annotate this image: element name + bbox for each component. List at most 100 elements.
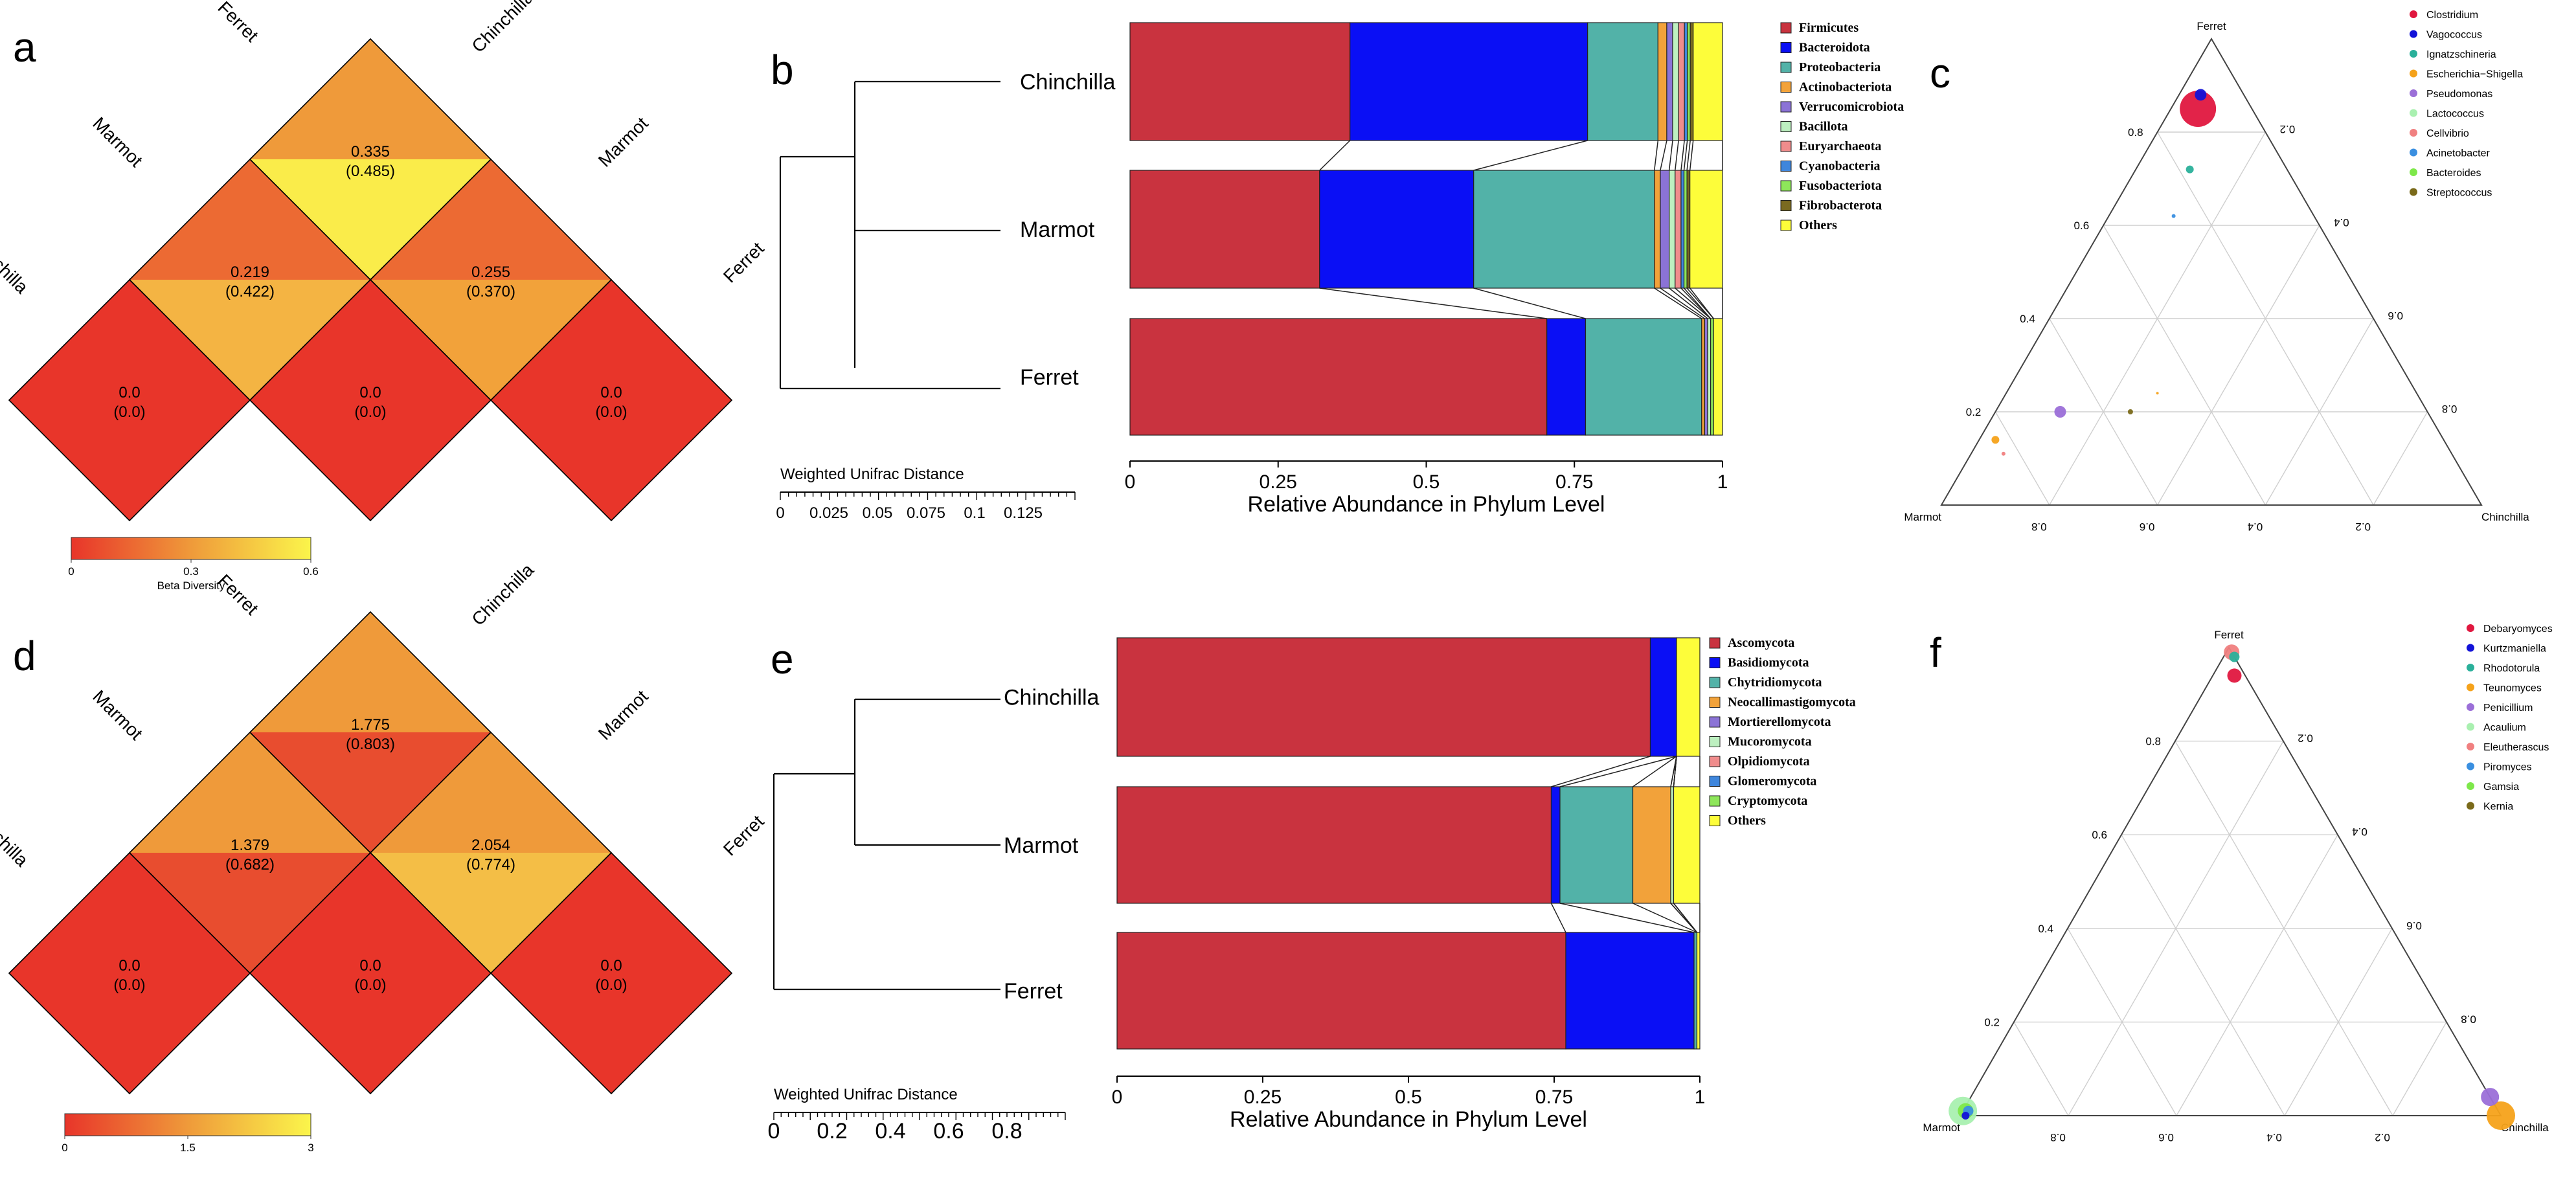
bar-e-connector-1-2 [1633,903,1697,933]
bar-e-connector-1-8 [1673,903,1698,933]
dendro-e-tree [773,698,1000,991]
heatmap-d-cell-c-c-lower [9,973,250,1094]
bar-b-legend-label-8: Fusobacteriota [1799,179,1882,193]
ternary-c-legend-dot-9 [2410,188,2417,196]
bar-e-marmot-chytridiomycota [1559,786,1634,904]
bar-b-ferret-proteobacteria [1585,318,1702,436]
bar-b-marmot-fusobacteriota [1683,170,1688,289]
bar-e-legend-swatch-7 [1709,776,1721,787]
ternary-c-legend-dot-3 [2410,69,2417,78]
heatmap-d-left-label-1: Marmot [89,686,146,744]
ternary-f-point-8 [2481,1088,2500,1107]
bar-e-chinchilla-ascomycota [1116,637,1651,757]
bar-e-legend-label-4: Mortierellomycota [1728,715,1831,729]
heatmap-a-left-label-1: Marmot [89,113,146,171]
bar-b-ferret-verrucomicrobiota [1704,318,1708,436]
bar-b-x-tick-label-0: 0 [1125,471,1136,493]
heatmap-d-right-label-1: Marmot [594,686,652,744]
dendro-b-leaf-label-0: Chinchilla [1020,70,1115,95]
ternary-c-grid-c-1 [2156,225,2320,506]
bar-b-marmot-proteobacteria [1473,170,1655,289]
bar-b-connector-0-4 [1668,140,1673,171]
heatmap-a-cell-f-f-value: 0.0 [600,384,622,401]
ternary-c-legend-label-1: Vagococcus [2426,30,2482,41]
bar-b-connector-0-3 [1660,140,1667,171]
ternary-c-legend-dot-7 [2410,148,2417,157]
dendro-b-scale-tick-label-2: 0.05 [863,504,893,522]
bar-b-chinchilla-bacteroidota [1350,22,1588,141]
bar-b-connector-0-1 [1473,140,1588,171]
ternary-f-legend-dot-0 [2467,624,2474,632]
heatmap-a-right-label-2: Ferret [719,238,768,287]
bar-b-connector-1-1 [1473,287,1586,319]
bar-e-legend-swatch-9 [1709,815,1721,826]
heatmap-a-right-label-0: Chinchilla [468,0,537,56]
bar-b-legend-swatch-1 [1780,42,1792,53]
ternary-f-tick-bottom-2: 0.4 [2266,1131,2282,1144]
bar-b-legend-label-7: Cyanobacteria [1799,159,1881,174]
bar-e-legend-label-9: Others [1728,814,1766,828]
dendro-b-scale-tick-label-3: 0.075 [907,504,945,522]
heatmap-d-right-label-2: Ferret [719,811,768,860]
ternary-c-tick-right-0: 0.2 [2280,123,2296,135]
bar-b-marmot-bacillota [1669,170,1676,289]
dendro-b-scale-tick-label-0: 0 [776,504,784,522]
dendro-b-scale-label: Weighted Unifrac Distance [780,466,964,483]
ternary-c-legend-label-0: Clostridium [2426,10,2478,21]
ternary-c-point-2 [2186,165,2194,174]
heatmap-a-left-label-0: Chinchilla [0,227,32,297]
dendro-b-leaf-label-1: Marmot [1020,218,1095,242]
bar-b-connector-0-7 [1683,140,1688,171]
ternary-c-vertex-right: Chinchilla [2481,511,2529,523]
bar-e-x-tick-label-1: 0.25 [1244,1087,1282,1108]
heatmap-d-cell-c-c-sub: (0.0) [113,976,145,994]
heatmap-a-colorbar [71,537,311,560]
ternary-f-tick-right-2: 0.6 [2406,919,2422,932]
ternary-f-vertex-right: Chinchilla [2501,1121,2549,1134]
heatmap-a-colorbar-tick-label-0: 0 [68,565,74,578]
bar-b-chinchilla-cyanobacteria [1684,22,1688,141]
bar-b-legend-label-6: Euryarchaeota [1799,139,1881,153]
dendro-e-scale-tick-label-3: 0.6 [933,1119,964,1144]
ternary-c-legend-label-2: Ignatzschineria [2426,49,2496,60]
bar-e-legend-swatch-0 [1709,637,1721,649]
bar-b-ferret-actinobacteriota [1701,318,1706,436]
heatmap-d-cell-c-m-value: 1.379 [231,837,269,854]
ternary-c-legend-dot-1 [2410,30,2417,38]
heatmap-a-colorbar-tick-label-2: 0.6 [303,565,319,578]
ternary-f-grid-c-1 [2176,834,2338,1116]
heatmap-d-cell-f-f-sub: (0.0) [595,976,627,994]
ternary-c-vertex-left: Marmot [1904,511,1941,523]
ternary-c-tick-bottom-0: 0.8 [2031,521,2047,533]
bar-b-ferret-bacillota [1707,318,1712,436]
ternary-c-point-6 [2001,451,2005,456]
bar-e-marmot-ascomycota [1116,786,1552,904]
panel-label-c: c [1930,50,1950,96]
bar-e-x-tick-label-0: 0 [1112,1087,1123,1108]
bar-e-ferret-basidiomycota [1565,932,1695,1050]
ternary-f-tick-left-3: 0.8 [2145,736,2161,748]
heatmap-d-cell-m-f-upper [250,612,491,732]
heatmap-d-cell-m-m-upper [250,853,491,973]
ternary-f-legend-dot-7 [2467,762,2474,771]
bar-b-connector-0-2 [1654,140,1659,171]
ternary-c-tick-left-1: 0.4 [2020,313,2035,325]
ternary-f-legend-dot-4 [2467,703,2474,711]
bar-e-chinchilla-basidiomycota [1649,637,1677,757]
bar-e-ferret-chytridiomycota [1693,932,1698,1050]
bar-b-connector-0-9 [1689,140,1694,171]
dendro-e-scale-tick-label-0: 0 [768,1119,780,1144]
ternary-c-point-3 [2171,214,2176,218]
bar-b-ferret-fusobacteriota [1710,318,1714,436]
heatmap-d-cell-c-f-sub: (0.774) [466,856,515,873]
heatmap-a-cell-c-c-value: 0.0 [119,384,140,401]
ternary-f-grid-m-3 [2013,1022,2069,1116]
heatmap-a-cell-c-c-sub: (0.0) [113,403,145,421]
bar-e-legend-swatch-2 [1709,677,1721,688]
ternary-c-tick-left-0: 0.2 [1966,406,1982,418]
bar-b-x-label: Relative Abundance in Phylum Level [1248,492,1605,517]
bar-e-legend-swatch-3 [1709,697,1721,708]
bar-b-connector-0-5 [1675,140,1679,171]
ternary-f-legend-dot-6 [2467,743,2474,750]
